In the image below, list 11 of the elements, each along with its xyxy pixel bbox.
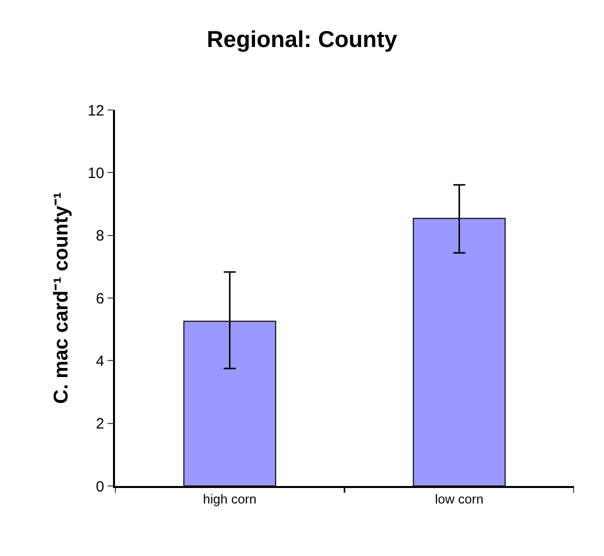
x-tick-label: high corn <box>203 491 256 506</box>
y-tick-label: 6 <box>96 290 104 308</box>
x-tick-label: low corn <box>435 491 484 506</box>
y-tick-label: 0 <box>96 478 104 496</box>
y-tick-label: 4 <box>96 352 104 370</box>
chart-title: Regional: County <box>206 26 398 52</box>
y-tick-label: 12 <box>88 102 104 120</box>
y-axis-title: C. mac card⁻¹ county⁻¹ <box>50 192 73 404</box>
y-tick-label: 2 <box>96 416 104 433</box>
y-tick-label: 8 <box>96 228 104 245</box>
y-tick-label: 10 <box>88 164 104 182</box>
